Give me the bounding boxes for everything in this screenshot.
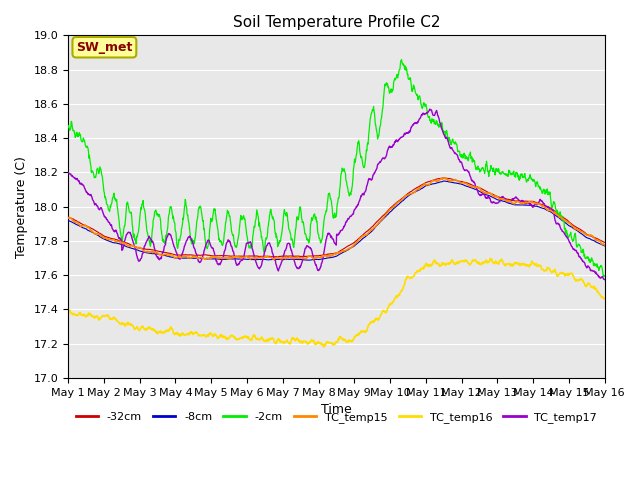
TC_temp17 [426, 106, 434, 112]
-32cm [601, 240, 609, 245]
TC_temp15 [201, 256, 209, 262]
Y-axis label: Temperature (C): Temperature (C) [15, 156, 28, 257]
TC_temp15 [244, 255, 252, 261]
-8cm [440, 178, 447, 184]
-8cm [171, 255, 179, 261]
TC_temp15 [440, 175, 447, 181]
-2cm [600, 274, 607, 279]
TC_temp15 [601, 242, 609, 248]
-32cm [64, 214, 72, 220]
-8cm [538, 205, 545, 211]
-2cm [171, 220, 179, 226]
Line: TC_temp15: TC_temp15 [68, 178, 605, 259]
-32cm [420, 181, 428, 187]
Title: Soil Temperature Profile C2: Soil Temperature Profile C2 [233, 15, 440, 30]
-2cm [184, 212, 191, 218]
-2cm [538, 188, 545, 193]
TC_temp17 [171, 244, 179, 250]
-2cm [244, 236, 252, 241]
-2cm [420, 101, 428, 107]
TC_temp16 [538, 266, 545, 272]
TC_temp16 [490, 261, 498, 266]
TC_temp15 [490, 194, 498, 200]
-8cm [420, 184, 428, 190]
-8cm [184, 255, 191, 261]
TC_temp16 [184, 331, 191, 337]
-32cm [271, 254, 279, 260]
-32cm [538, 202, 545, 207]
Line: TC_temp17: TC_temp17 [68, 109, 605, 279]
TC_temp16 [486, 255, 494, 261]
TC_temp15 [184, 255, 191, 261]
TC_temp16 [601, 296, 609, 301]
-8cm [244, 256, 252, 262]
-32cm [490, 192, 498, 198]
Text: SW_met: SW_met [76, 41, 132, 54]
-2cm [490, 168, 498, 173]
X-axis label: Time: Time [321, 403, 352, 416]
TC_temp15 [420, 182, 428, 188]
-32cm [440, 175, 448, 180]
TC_temp17 [64, 170, 72, 176]
-32cm [171, 252, 179, 257]
TC_temp15 [64, 215, 72, 221]
TC_temp17 [184, 236, 191, 242]
TC_temp16 [171, 332, 179, 337]
-2cm [64, 124, 72, 130]
TC_temp17 [538, 198, 545, 204]
-32cm [184, 252, 191, 258]
-8cm [304, 257, 312, 263]
TC_temp17 [490, 200, 498, 205]
-8cm [490, 195, 498, 201]
Line: TC_temp16: TC_temp16 [68, 258, 605, 347]
-2cm [397, 57, 405, 62]
Line: -8cm: -8cm [68, 181, 605, 260]
-32cm [244, 253, 252, 259]
Line: -2cm: -2cm [68, 60, 605, 276]
TC_temp16 [64, 308, 72, 314]
TC_temp17 [601, 276, 609, 282]
TC_temp15 [538, 204, 545, 209]
-8cm [601, 243, 609, 249]
TC_temp17 [244, 240, 252, 246]
TC_temp16 [420, 264, 428, 270]
Line: -32cm: -32cm [68, 178, 605, 257]
Legend: -32cm, -8cm, -2cm, TC_temp15, TC_temp16, TC_temp17: -32cm, -8cm, -2cm, TC_temp15, TC_temp16,… [71, 407, 602, 427]
TC_temp16 [320, 344, 328, 350]
TC_temp17 [420, 110, 428, 116]
TC_temp16 [244, 336, 252, 341]
-8cm [64, 217, 72, 223]
-2cm [601, 273, 609, 279]
TC_temp15 [171, 255, 179, 261]
